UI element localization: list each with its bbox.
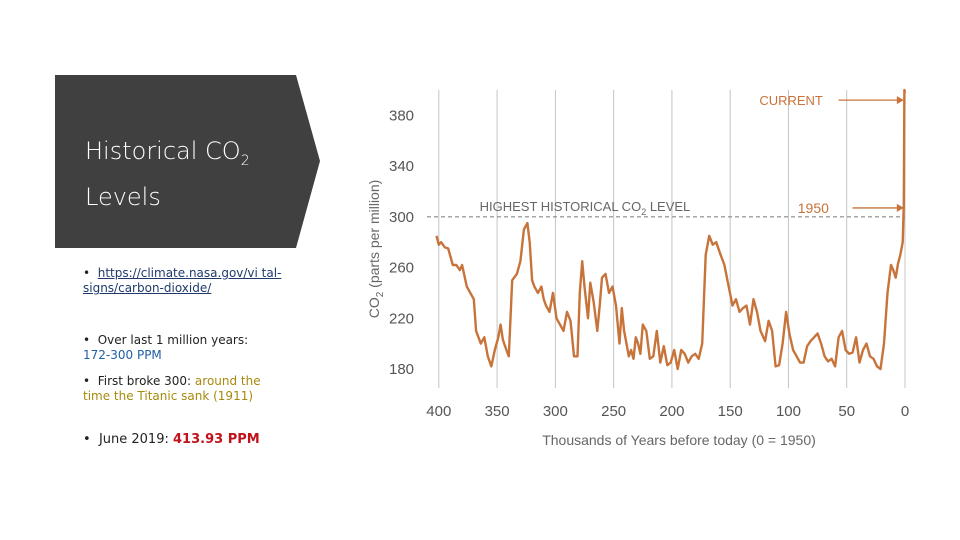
x-axis-label: Thousands of Years before today (0 = 195… xyxy=(542,432,816,448)
current-arrowhead xyxy=(896,96,904,105)
x-tick-label: 350 xyxy=(485,403,510,420)
y-tick-label: 180 xyxy=(389,361,414,378)
title-subscript: 2 xyxy=(240,153,250,169)
co2-chart: 400 350 300 250 200 150 100 50 0 380 340 300 260 220 1… xyxy=(355,80,925,450)
y-tick-label: 220 xyxy=(389,310,414,327)
y-tick-label: 340 xyxy=(389,158,414,175)
y1950-arrowhead xyxy=(896,203,904,212)
bullet-range-label: Over last 1 million years: xyxy=(97,333,249,347)
annotation-1950: 1950 xyxy=(798,200,829,216)
co2-series-line xyxy=(435,88,907,371)
x-tick-label: 0 xyxy=(901,403,909,420)
x-tick-label: 150 xyxy=(718,403,743,420)
bullet-june-value: 413.93 PPM xyxy=(173,432,260,447)
y-tick-label: 300 xyxy=(389,209,414,226)
x-tick-label: 300 xyxy=(543,403,568,420)
bullet-first-broke-label: First broke 300: xyxy=(97,374,192,388)
y-axis-label: CO2 (parts per million) xyxy=(366,180,386,319)
bullet-first-broke: • First broke 300: around the time the T… xyxy=(83,374,261,403)
x-tick-label: 100 xyxy=(776,403,801,420)
title-main: Historical CO xyxy=(85,137,241,165)
x-tick-label: 200 xyxy=(659,403,684,420)
bullet-link: • https://climate.nasa.gov/vi tal-signs/… xyxy=(83,266,282,295)
bullet-june-2019: • June 2019: 413.93 PPM xyxy=(83,432,260,447)
y-tick-label: 260 xyxy=(389,260,414,277)
source-link[interactable]: https://climate.nasa.gov/vi tal-signs/ca… xyxy=(83,266,282,295)
annotation-current: CURRENT xyxy=(759,93,823,108)
x-tick-label: 50 xyxy=(838,403,855,420)
title-panel-background xyxy=(55,75,320,248)
bullet-june-label: June 2019: xyxy=(98,432,169,447)
title-panel: Historical CO2 Levels xyxy=(55,75,320,248)
page-title: Historical CO2 Levels xyxy=(85,133,250,215)
bullet-range: • Over last 1 million years: 172-300 PPM xyxy=(83,333,249,362)
x-tick-label: 250 xyxy=(601,403,626,420)
annotation-highest-level: HIGHEST HISTORICAL CO2 LEVEL xyxy=(480,199,691,217)
x-tick-label: 400 xyxy=(426,403,451,420)
co2-chart-svg: 400 350 300 250 200 150 100 50 0 380 340 300 260 220 1… xyxy=(366,88,909,448)
bullet-first-broke-value: around the time the Titanic sank (1911) xyxy=(83,374,261,403)
bullet-range-value: 172-300 PPM xyxy=(83,348,162,362)
title-line2: Levels xyxy=(85,183,161,211)
y-tick-label: 380 xyxy=(389,107,414,124)
